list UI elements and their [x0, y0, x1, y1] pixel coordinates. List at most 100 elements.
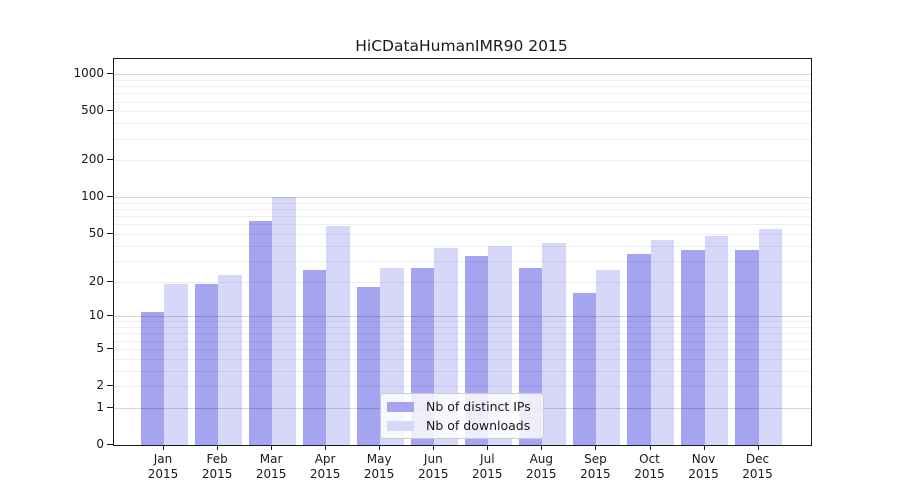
chart-title: HiCDataHumanIMR90 2015 [355, 37, 568, 55]
x-tick-month: Sep [584, 452, 607, 466]
minor-gridline [114, 348, 811, 350]
bar-distinct-ips-feb [194, 284, 218, 445]
minor-gridline [114, 111, 811, 113]
minor-gridline [114, 138, 811, 140]
minor-gridline [114, 203, 811, 204]
minor-gridline [114, 321, 811, 323]
minor-gridline [114, 370, 811, 372]
minor-gridline [114, 358, 811, 360]
bar-distinct-ips-sep [572, 293, 597, 445]
minor-gridline [114, 123, 811, 125]
y-axis-tick-label: 500 [81, 103, 104, 118]
x-tick-month: Jan [153, 452, 173, 466]
x-tick-year: 2015 [201, 467, 233, 481]
x-tick-year: 2015 [742, 467, 773, 481]
y-axis-tick-label: 50 [88, 226, 104, 240]
x-axis-tick-label: May 2015 [349, 452, 409, 482]
bar-distinct-ips-apr [302, 270, 327, 445]
y-axis-tick-label: 5 [96, 340, 104, 355]
legend-item: Nb of distinct IPs [387, 399, 533, 414]
minor-gridline [114, 281, 811, 283]
x-tick-month: Aug [529, 452, 554, 466]
x-axis-tick-label: Oct 2015 [620, 452, 680, 482]
x-tick-mark [649, 445, 651, 450]
x-tick-month: Nov [691, 452, 716, 466]
major-gridline [114, 316, 811, 318]
x-axis-tick-label: Feb 2015 [187, 452, 247, 482]
bar-distinct-ips-jan [140, 311, 164, 445]
x-tick-year: 2015 [147, 467, 179, 481]
bar-downloads-apr [326, 226, 350, 445]
y-axis-tick-label: 10 [88, 308, 104, 323]
y-axis-tick-label: 1 [96, 399, 104, 414]
bar-downloads-aug [542, 243, 566, 445]
x-axis-tick-label: Mar 2015 [241, 452, 301, 482]
legend-swatch [387, 420, 414, 431]
bar-downloads-oct [650, 239, 674, 445]
y-tick-mark [107, 73, 113, 75]
x-tick-year: 2015 [526, 467, 557, 481]
x-tick-mark [271, 445, 273, 450]
x-tick-year: 2015 [634, 467, 665, 481]
minor-gridline [114, 245, 811, 247]
minor-gridline [114, 93, 811, 95]
grid-layer [114, 59, 811, 445]
x-tick-month: Jul [480, 452, 495, 466]
y-tick-mark [107, 280, 113, 282]
y-tick-mark [107, 159, 113, 161]
y-axis-tick-label: 200 [81, 152, 104, 167]
bar-downloads-dec [758, 229, 782, 445]
x-tick-mark [379, 445, 381, 450]
y-axis-tick-label: 1000 [73, 66, 104, 81]
y-tick-mark [107, 110, 113, 112]
x-tick-month: Jun [423, 452, 443, 466]
y-tick-mark [107, 315, 113, 317]
minor-gridline [114, 160, 811, 162]
minor-gridline [114, 101, 811, 103]
minor-gridline [114, 340, 811, 342]
y-tick-mark [107, 196, 113, 198]
x-tick-mark [541, 445, 543, 450]
x-axis-tick-label: Jul 2015 [457, 452, 517, 482]
x-tick-year: 2015 [255, 467, 287, 481]
x-axis-tick-label: Dec 2015 [728, 452, 788, 482]
bar-distinct-ips-may [356, 287, 381, 445]
minor-gridline [114, 86, 811, 88]
bar-downloads-sep [596, 270, 620, 445]
x-tick-month: Apr [314, 452, 336, 466]
minor-gridline [114, 224, 811, 226]
x-tick-mark [595, 445, 597, 450]
x-tick-year: 2015 [472, 467, 503, 481]
x-tick-month: Dec [745, 452, 770, 466]
y-tick-mark [107, 406, 113, 408]
x-axis-tick-label: Sep 2015 [565, 452, 625, 482]
x-axis-tick-label: Jan 2015 [133, 452, 193, 482]
plot-area: Nb of distinct IPs Nb of downloads [113, 58, 812, 446]
legend-swatch [387, 401, 414, 412]
minor-gridline [114, 79, 811, 81]
x-tick-mark [325, 445, 327, 450]
x-tick-mark [757, 445, 759, 450]
y-axis-tick-label: 2 [96, 378, 104, 393]
bar-downloads-nov [704, 236, 728, 445]
x-tick-mark [433, 445, 435, 450]
x-tick-year: 2015 [363, 467, 395, 481]
bar-distinct-ips-dec [735, 249, 759, 445]
legend-label: Nb of distinct IPs [426, 399, 531, 414]
x-tick-year: 2015 [309, 467, 341, 481]
x-tick-month: Feb [206, 452, 228, 466]
legend-item: Nb of downloads [387, 418, 533, 433]
y-axis-tick-label: 20 [88, 273, 104, 288]
minor-gridline [114, 234, 811, 235]
major-gridline [114, 197, 811, 199]
x-tick-month: Oct [639, 452, 660, 466]
y-tick-mark [107, 385, 113, 387]
y-axis-tick-label: 0 [96, 437, 104, 451]
y-tick-mark [107, 444, 113, 445]
minor-gridline [114, 333, 811, 335]
y-tick-mark [107, 347, 113, 349]
x-tick-month: Mar [259, 452, 283, 466]
x-tick-mark [163, 445, 164, 450]
bar-downloads-mar [272, 197, 296, 445]
